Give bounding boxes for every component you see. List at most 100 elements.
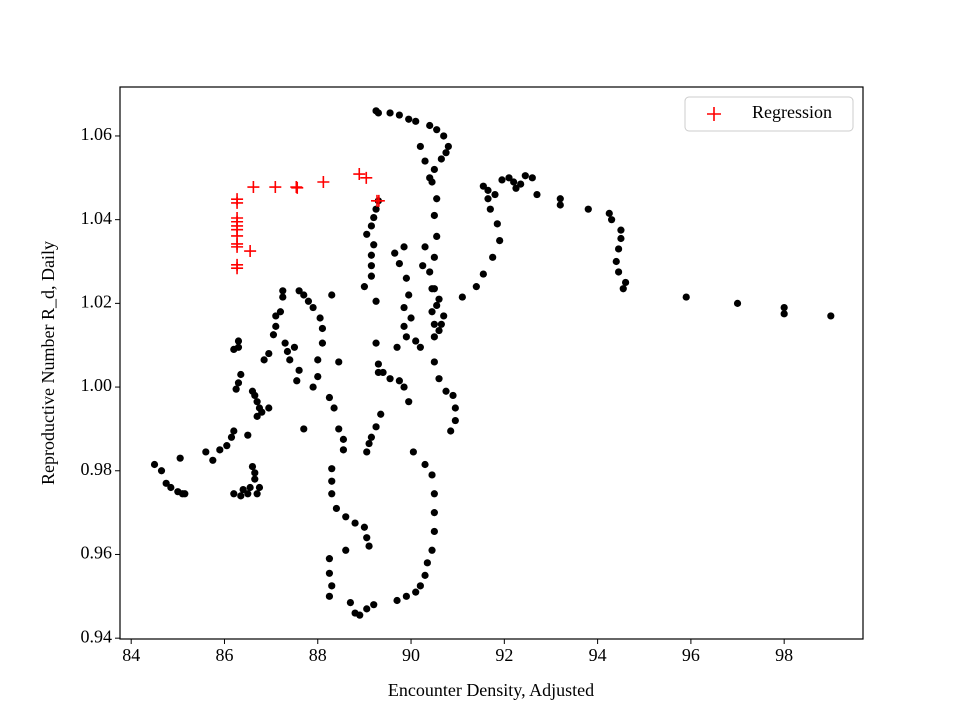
point bbox=[335, 358, 343, 366]
point bbox=[363, 448, 371, 456]
point bbox=[426, 121, 434, 130]
point bbox=[286, 356, 294, 364]
point bbox=[451, 416, 459, 425]
point bbox=[231, 262, 244, 275]
point bbox=[231, 196, 244, 209]
point bbox=[367, 262, 375, 270]
legend-label: Regression bbox=[752, 102, 832, 122]
y-tick-label: 1.00 bbox=[81, 375, 113, 395]
point bbox=[447, 427, 455, 435]
point bbox=[325, 569, 334, 577]
point bbox=[479, 182, 487, 190]
point bbox=[617, 234, 625, 243]
point bbox=[556, 201, 564, 209]
point bbox=[328, 465, 336, 473]
point bbox=[244, 431, 252, 439]
point bbox=[360, 171, 373, 184]
point bbox=[614, 245, 623, 253]
point bbox=[430, 333, 438, 341]
x-tick-label: 96 bbox=[682, 645, 700, 665]
point bbox=[533, 190, 541, 199]
point bbox=[367, 251, 375, 259]
point bbox=[386, 375, 394, 383]
point bbox=[402, 333, 410, 341]
plot-frame bbox=[119, 86, 864, 640]
point bbox=[379, 368, 387, 377]
point bbox=[332, 504, 341, 513]
point bbox=[512, 184, 520, 192]
point bbox=[367, 222, 375, 230]
x-tick-label: 92 bbox=[495, 645, 513, 665]
point bbox=[521, 172, 529, 180]
point bbox=[430, 509, 438, 517]
point bbox=[370, 213, 378, 222]
point bbox=[430, 490, 438, 498]
y-tick-label: 0.96 bbox=[81, 543, 113, 563]
point bbox=[265, 349, 273, 358]
point bbox=[458, 293, 466, 301]
point bbox=[391, 249, 399, 257]
point bbox=[472, 283, 480, 291]
point bbox=[393, 343, 401, 351]
point bbox=[253, 490, 261, 498]
x-tick-label: 90 bbox=[402, 645, 420, 665]
point bbox=[419, 262, 427, 270]
point bbox=[510, 178, 518, 186]
point bbox=[400, 383, 408, 391]
point bbox=[428, 546, 436, 554]
point bbox=[493, 220, 501, 228]
point bbox=[260, 356, 268, 364]
point bbox=[372, 339, 380, 347]
point bbox=[339, 446, 348, 454]
point bbox=[360, 523, 369, 531]
point bbox=[614, 268, 623, 276]
point bbox=[386, 109, 394, 117]
point bbox=[437, 155, 445, 163]
point bbox=[412, 117, 420, 125]
legend-marker bbox=[707, 107, 721, 121]
point bbox=[232, 385, 240, 393]
y-tick-label: 0.94 bbox=[81, 626, 113, 646]
x-tick-label: 86 bbox=[215, 645, 233, 665]
point bbox=[489, 253, 497, 261]
point bbox=[251, 475, 259, 483]
point bbox=[442, 387, 450, 395]
point bbox=[342, 546, 350, 554]
legend-box bbox=[684, 96, 854, 132]
point bbox=[255, 483, 264, 492]
point bbox=[430, 253, 438, 261]
point bbox=[295, 287, 303, 295]
point bbox=[234, 337, 243, 345]
point bbox=[421, 460, 429, 469]
point bbox=[433, 301, 441, 310]
point bbox=[556, 195, 564, 203]
point bbox=[272, 312, 280, 320]
point bbox=[479, 270, 487, 278]
x-tick-label: 88 bbox=[309, 645, 327, 665]
point bbox=[269, 331, 278, 339]
point bbox=[430, 527, 438, 536]
point bbox=[496, 236, 504, 245]
point bbox=[335, 425, 343, 433]
point bbox=[290, 343, 299, 351]
point bbox=[328, 490, 336, 498]
point bbox=[395, 377, 403, 385]
point bbox=[608, 216, 616, 224]
point bbox=[421, 157, 429, 165]
point bbox=[412, 588, 420, 596]
point bbox=[244, 490, 252, 498]
point bbox=[291, 181, 304, 194]
point bbox=[584, 205, 592, 213]
point bbox=[428, 308, 436, 316]
point bbox=[342, 513, 350, 521]
point bbox=[365, 542, 373, 550]
point bbox=[405, 291, 413, 299]
point bbox=[435, 295, 443, 303]
point bbox=[370, 601, 378, 609]
point bbox=[365, 439, 373, 448]
point bbox=[409, 448, 417, 456]
point bbox=[276, 308, 285, 316]
point bbox=[304, 297, 313, 305]
point bbox=[339, 435, 348, 443]
point bbox=[395, 111, 403, 119]
